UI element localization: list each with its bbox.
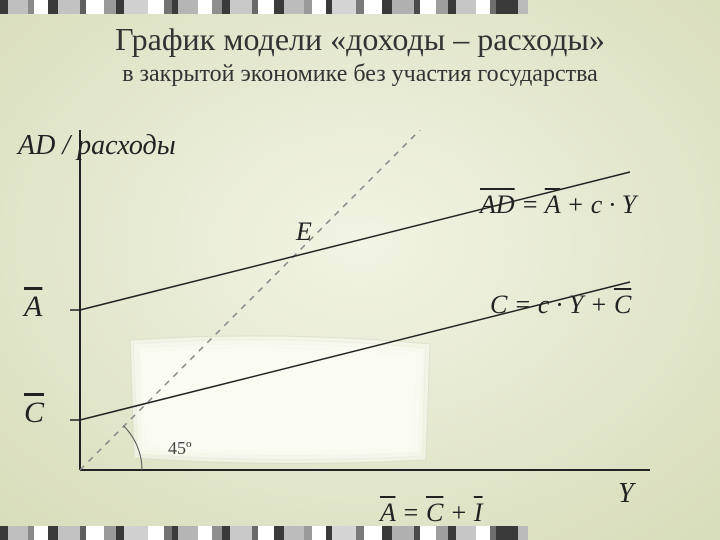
angle-45-label: 45º [168, 438, 192, 459]
intercept-A-label: A [24, 290, 42, 324]
point-E-label: E [295, 217, 312, 246]
y-axis-label: AD / расходы [18, 130, 176, 162]
A-equation-label: A = C + I [380, 498, 483, 528]
bottom-border-stripes [0, 526, 720, 540]
title-line1: График модели «доходы – расходы» [0, 22, 720, 57]
AD-formula-label: AD = A + c · Y [480, 190, 636, 220]
top-border-stripes [0, 0, 720, 14]
intercept-C-label: C [24, 396, 44, 430]
slide-root: График модели «доходы – расходы» в закры… [0, 0, 720, 540]
title-line2: в закрытой экономике без участия государ… [0, 61, 720, 88]
C-formula-label: C = c · Y + C [490, 290, 631, 320]
title-block: График модели «доходы – расходы» в закры… [0, 22, 720, 88]
x-axis-label: Y [618, 478, 634, 510]
